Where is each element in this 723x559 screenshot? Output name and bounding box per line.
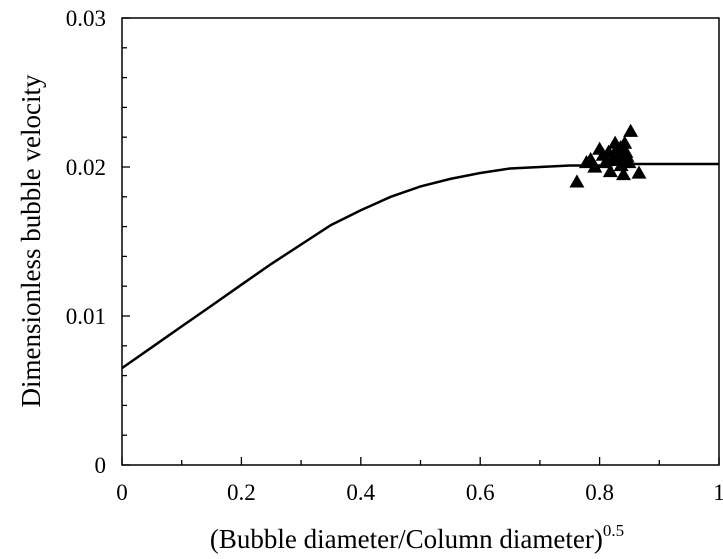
data-point-triangle: [621, 155, 637, 169]
model-curve: [121, 162, 719, 370]
data-point-triangle: [617, 135, 633, 149]
y-tick-label: 0.03: [66, 6, 106, 31]
x-tick-label: 0.6: [466, 480, 495, 505]
data-point-triangle: [613, 158, 629, 172]
data-point-triangle: [631, 165, 647, 179]
data-point-triangle: [623, 123, 639, 137]
x-tick-label: 1: [713, 480, 723, 505]
y-tick-label: 0.02: [66, 155, 106, 180]
x-axis-label: (Bubble diameter/Column diameter)0.5: [210, 521, 624, 554]
data-point-triangle: [587, 159, 603, 173]
x-axis-tick-labels: 0 0.2 0.4 0.6 0.8 1: [116, 480, 723, 505]
data-point-triangle: [569, 174, 585, 188]
x-axis-ticks: [121, 457, 720, 465]
y-tick-label: 0: [95, 453, 107, 478]
x-tick-label: 0.2: [227, 480, 256, 505]
y-axis-label: Dimensionless bubble velocity: [16, 74, 46, 407]
x-tick-label: 0.4: [346, 480, 375, 505]
plot-frame: [121, 17, 720, 466]
x-tick-label: 0.8: [585, 480, 614, 505]
y-axis-tick-labels: 0 0.01 0.02 0.03: [66, 6, 106, 478]
y-axis-ticks: [122, 17, 130, 466]
x-tick-label: 0: [116, 480, 128, 505]
data-point-triangle: [602, 163, 618, 178]
data-point-triangle: [615, 166, 631, 181]
y-tick-label: 0.01: [66, 304, 106, 329]
data-points: [569, 123, 647, 188]
